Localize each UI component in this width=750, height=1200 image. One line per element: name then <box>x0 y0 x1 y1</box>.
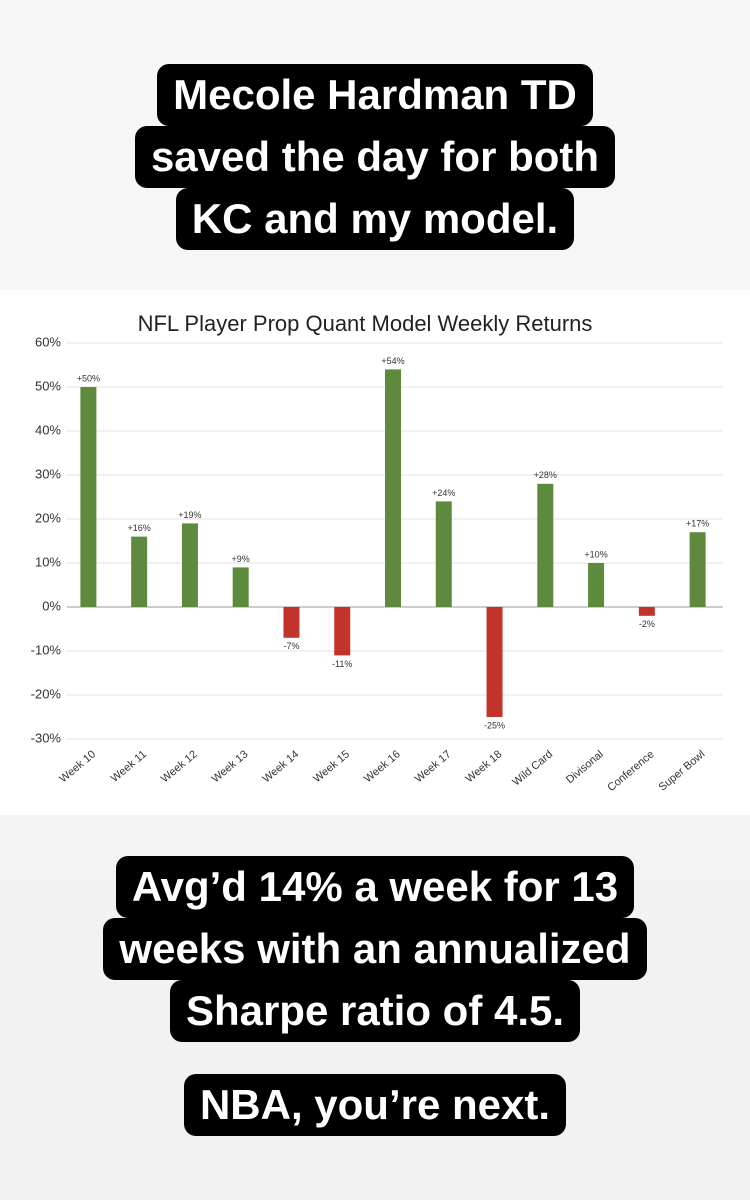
bar <box>435 501 452 607</box>
data-label: +54% <box>381 356 404 366</box>
data-label: +28% <box>534 470 557 480</box>
bar <box>181 523 198 607</box>
x-tick-label: Week 11 <box>109 748 149 784</box>
bar <box>385 369 401 607</box>
y-tick-label: 40% <box>35 422 61 437</box>
caption-line: weeks with an annualized <box>103 918 647 980</box>
data-label: +50% <box>77 373 100 383</box>
data-label: -11% <box>332 659 352 669</box>
data-label: -2% <box>639 619 655 629</box>
bar <box>638 607 655 616</box>
bar <box>689 532 706 607</box>
x-tick-label: Super Bowl <box>657 748 708 793</box>
bar <box>486 607 503 717</box>
y-tick-label: 10% <box>35 554 61 569</box>
caption-middle: Avg’d 14% a week for 13 weeks with an an… <box>0 856 750 1042</box>
data-label: +19% <box>178 510 201 520</box>
y-tick-label: -30% <box>31 730 62 745</box>
data-label: +17% <box>686 519 709 529</box>
data-label: +10% <box>584 549 607 559</box>
y-tick-label: 0% <box>42 598 61 613</box>
bar <box>80 387 97 607</box>
x-tick-label: Week 13 <box>210 748 251 785</box>
y-tick-label: 60% <box>35 334 61 349</box>
y-tick-label: -20% <box>31 686 62 701</box>
y-tick-label: 30% <box>35 466 61 481</box>
chart-title: NFL Player Prop Quant Model Weekly Retur… <box>138 311 593 336</box>
caption-line: saved the day for both <box>134 126 616 188</box>
caption-line: Avg’d 14% a week for 13 <box>115 856 635 918</box>
data-label: +24% <box>432 488 455 498</box>
caption-line: NBA, you’re next. <box>183 1074 567 1136</box>
bar <box>334 607 351 656</box>
x-tick-label: Week 17 <box>413 748 454 785</box>
x-tick-label: Week 14 <box>260 748 301 785</box>
x-tick-label: Divisonal <box>564 748 606 786</box>
caption-line: KC and my model. <box>175 188 575 250</box>
x-tick-label: Conference <box>605 748 656 794</box>
x-tick-label: Week 16 <box>362 748 403 785</box>
bar <box>537 483 554 607</box>
bar <box>588 563 605 607</box>
caption-bottom: NBA, you’re next. <box>0 1074 750 1136</box>
data-label: -25% <box>484 720 505 730</box>
bar <box>232 567 249 607</box>
data-label: +16% <box>128 523 151 533</box>
x-tick-label: Week 15 <box>311 748 352 785</box>
bar <box>283 607 300 638</box>
chart: NFL Player Prop Quant Model Weekly Retur… <box>0 290 750 815</box>
caption-line: Sharpe ratio of 4.5. <box>169 980 581 1042</box>
caption-top: Mecole Hardman TD saved the day for both… <box>0 64 750 250</box>
y-tick-label: -10% <box>31 642 62 657</box>
caption-line: Mecole Hardman TD <box>157 64 593 126</box>
y-tick-label: 50% <box>35 378 61 393</box>
x-tick-label: Week 12 <box>159 748 200 785</box>
x-tick-label: Wild Card <box>510 748 555 788</box>
x-tick-label: Week 18 <box>464 748 505 785</box>
x-tick-label: Week 10 <box>57 748 98 785</box>
y-tick-label: 20% <box>35 510 61 525</box>
data-label: +9% <box>232 554 250 564</box>
data-label: -7% <box>283 641 299 651</box>
bar <box>131 536 148 607</box>
